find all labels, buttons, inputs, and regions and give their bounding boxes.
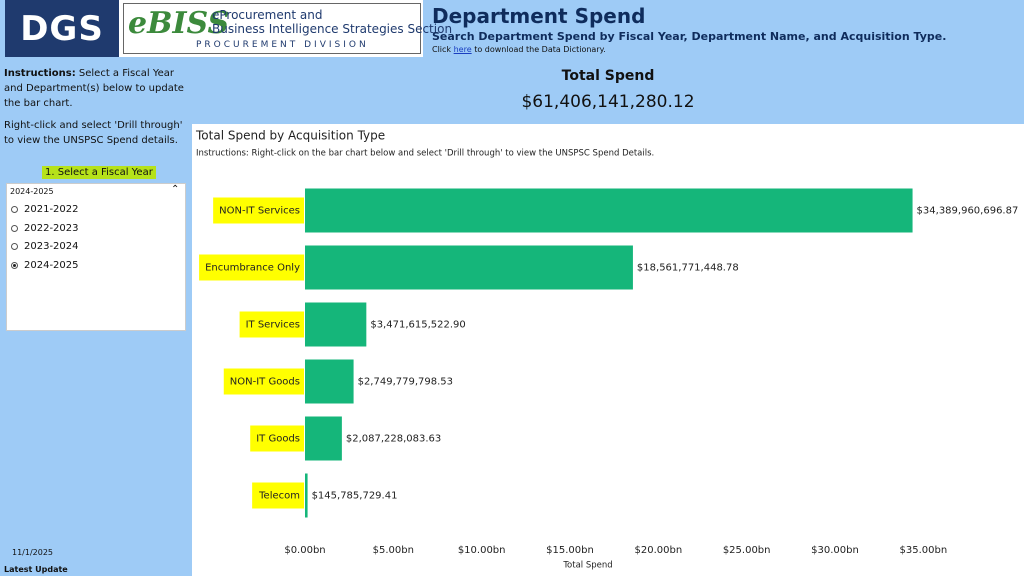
bar bbox=[305, 473, 308, 518]
x-axis-label: Total Spend bbox=[562, 561, 612, 571]
data-label: $2,749,779,798.53 bbox=[358, 377, 453, 388]
logo-line: eProcurement and bbox=[212, 8, 323, 22]
logo-division: PROCUREMENT DIVISION bbox=[196, 40, 369, 50]
option-label: 2021-2022 bbox=[24, 204, 79, 215]
dictionary-note: Click here to download the Data Dictiona… bbox=[432, 45, 606, 54]
dgs-logo: DGS bbox=[5, 0, 119, 57]
data-label: $2,087,228,083.63 bbox=[346, 434, 441, 445]
slicer-option[interactable]: 2021-2022 bbox=[11, 204, 79, 215]
chevron[interactable]: ⌃ bbox=[171, 184, 180, 195]
category-highlight bbox=[199, 254, 305, 281]
instructions: Instructions: Select a Fiscal Year and D… bbox=[4, 66, 184, 111]
update-label: Latest Update bbox=[4, 565, 68, 574]
slicer: 2024-2025 ⌃ 2021-2022 2022-2023 2023-2024 2… bbox=[6, 183, 186, 331]
x-tick-label: $35.00bn bbox=[899, 545, 947, 556]
y-tick-label: Telecom bbox=[258, 491, 300, 502]
chart: Total Spend by Acquisition Type Instruct… bbox=[192, 124, 1024, 576]
ebiss-word: eBISS bbox=[128, 6, 230, 41]
bar bbox=[305, 188, 913, 233]
logo-line: Business Intelligence Strategies Section bbox=[212, 22, 453, 36]
x-tick-label: $20.00bn bbox=[634, 545, 682, 556]
y-tick-label: NON-IT Goods bbox=[230, 377, 300, 388]
drill-note: Right-click and select 'Drill through' t… bbox=[4, 120, 183, 146]
slicer-selected[interactable]: 2024-2025 bbox=[10, 187, 54, 196]
label: Instructions: bbox=[4, 68, 76, 79]
option-label: 2024-2025 bbox=[24, 259, 79, 271]
update-date: 11/1/2025 bbox=[12, 548, 54, 557]
slicer-option[interactable]: 2024-2025 bbox=[11, 260, 79, 271]
chart-subtitle: Instructions: Right-click on the bar cha… bbox=[196, 149, 654, 159]
category-highlight bbox=[223, 368, 304, 395]
kpi-label: Total Spend bbox=[561, 68, 655, 84]
category-highlight bbox=[239, 311, 304, 338]
page-title: Department Spend bbox=[432, 4, 646, 28]
x-tick-label: $15.00bn bbox=[546, 545, 594, 556]
bar bbox=[305, 302, 367, 347]
dictionary-link[interactable]: here bbox=[453, 45, 472, 54]
ebiss-logo: eBISS eProcurement and Business Intellig… bbox=[123, 3, 452, 54]
option-label: 2023-2024 bbox=[24, 241, 79, 252]
y-tick-label: IT Goods bbox=[256, 434, 300, 445]
bar bbox=[305, 359, 354, 404]
category-highlight bbox=[252, 482, 304, 509]
logo: DGS eBISS eProcurement and Business Inte… bbox=[5, 0, 452, 57]
radio[interactable] bbox=[11, 243, 18, 250]
data-label: $34,389,960,696.87 bbox=[917, 206, 1019, 217]
bar bbox=[305, 245, 633, 290]
x-tick-label: $10.00bn bbox=[458, 545, 506, 556]
text: Select a Fiscal Year and Department(s) b… bbox=[4, 68, 184, 109]
radio[interactable] bbox=[11, 261, 18, 269]
category-highlight bbox=[213, 197, 304, 224]
page-subtitle: Search Department Spend by Fiscal Year, … bbox=[432, 30, 947, 43]
bar bbox=[305, 416, 342, 461]
radio[interactable] bbox=[11, 224, 18, 232]
slicer-title: 1. Select a Fiscal Year bbox=[42, 166, 156, 179]
category-highlight bbox=[250, 425, 304, 452]
x-tick-label: $5.00bn bbox=[373, 545, 414, 556]
text: Click bbox=[432, 45, 452, 54]
kpi-value: $61,406,141,280.12 bbox=[521, 92, 695, 112]
option-label: 2022-2023 bbox=[24, 222, 79, 234]
radio[interactable] bbox=[11, 206, 18, 213]
y-tick-label: NON-IT Services bbox=[219, 206, 300, 217]
data-label: $18,561,771,448.78 bbox=[637, 263, 739, 274]
text: to download the Data Dictionary. bbox=[474, 45, 606, 54]
x-tick-label: $0.00bn bbox=[284, 545, 325, 556]
x-tick-label: $25.00bn bbox=[723, 545, 771, 556]
chart-title: Total Spend by Acquisition Type bbox=[195, 129, 385, 143]
y-tick-label: Encumbrance Only bbox=[205, 263, 300, 274]
data-label: $3,471,615,522.90 bbox=[370, 320, 465, 331]
x-tick-label: $30.00bn bbox=[811, 545, 859, 556]
slicer-option[interactable]: 2022-2023 bbox=[11, 223, 79, 234]
y-tick-label: IT Services bbox=[246, 320, 300, 331]
slicer-option[interactable]: 2023-2024 bbox=[11, 241, 79, 252]
data-label: $145,785,729.41 bbox=[312, 491, 398, 502]
